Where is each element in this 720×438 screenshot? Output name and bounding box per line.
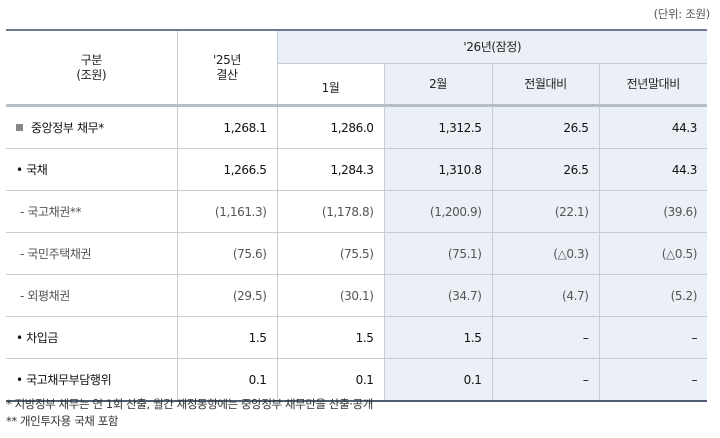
row-label-government-bonds: • 국채 <box>6 148 178 191</box>
cell: (30.1) <box>276 274 385 317</box>
row-label-central-debt: 중앙정부 채무* <box>6 105 178 149</box>
cell: (39.6) <box>598 190 708 233</box>
cell: 0.1 <box>276 358 385 402</box>
cell: (75.1) <box>383 232 493 275</box>
header-category: 구분 (조원) <box>6 29 178 107</box>
table-row: • 국고채무부담행위 0.1 0.1 0.1 – – <box>6 358 708 402</box>
cell: 1,266.5 <box>176 148 278 191</box>
cell: 0.1 <box>176 358 278 402</box>
central-government-debt-table: 구분 (조원) '25년 결산 '26년(잠정) 1월 2월 전월대비 전년말대… <box>6 29 708 402</box>
header-settle-line1: '25년 <box>212 52 241 67</box>
header-2025-settlement: '25년 결산 <box>176 29 278 107</box>
cell: (75.5) <box>276 232 385 275</box>
header-yoy-change: 전년말대비 <box>598 63 708 107</box>
cell: 1,312.5 <box>383 105 493 149</box>
row-label-treasury-obligations: • 국고채무부담행위 <box>6 358 178 402</box>
row-label-borrowings: • 차입금 <box>6 316 178 359</box>
table-row: • 차입금 1.5 1.5 1.5 – – <box>6 316 708 359</box>
cell: 1,286.0 <box>276 105 385 149</box>
cell: – <box>491 316 600 359</box>
cell: 1,310.8 <box>383 148 493 191</box>
cell: (5.2) <box>598 274 708 317</box>
header-mom-change: 전월대비 <box>491 63 600 107</box>
cell: (34.7) <box>383 274 493 317</box>
cell: (1,161.3) <box>176 190 278 233</box>
cell: 1.5 <box>383 316 493 359</box>
cell: 26.5 <box>491 148 600 191</box>
cell: (1,178.8) <box>276 190 385 233</box>
header-category-line2: (조원) <box>76 67 107 82</box>
cell: (22.1) <box>491 190 600 233</box>
cell: – <box>598 358 708 402</box>
header-feb: 2월 <box>383 63 493 107</box>
row-label-housing-bonds: - 국민주택채권 <box>6 232 178 275</box>
table-row: - 국민주택채권 (75.6) (75.5) (75.1) (△0.3) (△0… <box>6 232 708 275</box>
cell: 1.5 <box>276 316 385 359</box>
row-label-fx-stabilization-bonds: - 외평채권 <box>6 274 178 317</box>
header-category-line1: 구분 <box>80 52 103 67</box>
cell: 1,268.1 <box>176 105 278 149</box>
table-row: - 국고채권** (1,161.3) (1,178.8) (1,200.9) (… <box>6 190 708 233</box>
cell: 44.3 <box>598 105 708 149</box>
cell: 1,284.3 <box>276 148 385 191</box>
cell: – <box>491 358 600 402</box>
header-settle-line2: 결산 <box>216 67 238 82</box>
square-bullet-icon <box>16 124 23 131</box>
cell: (1,200.9) <box>383 190 493 233</box>
cell: (△0.5) <box>598 232 708 275</box>
footnote-2: ** 개인투자용 국채 포함 <box>6 414 119 428</box>
header-2026-provisional: '26년(잠정) <box>276 29 708 64</box>
cell: 44.3 <box>598 148 708 191</box>
header-jan: 1월 <box>277 63 385 107</box>
cell: (75.6) <box>176 232 278 275</box>
table-row: - 외평채권 (29.5) (30.1) (34.7) (4.7) (5.2) <box>6 274 708 317</box>
table-row: 중앙정부 채무* 1,268.1 1,286.0 1,312.5 26.5 44… <box>6 105 708 149</box>
cell: (4.7) <box>491 274 600 317</box>
cell: 0.1 <box>383 358 493 402</box>
cell: 26.5 <box>491 105 600 149</box>
cell: – <box>598 316 708 359</box>
footnote-1: * 지방정부 채무는 연 1회 산출, 월간 재정동향에는 중앙정부 채무만을 … <box>6 397 373 411</box>
row-label-treasury-bonds: - 국고채권** <box>6 190 178 233</box>
unit-label: (단위: 조원) <box>653 7 711 21</box>
cell: (29.5) <box>176 274 278 317</box>
cell: 1.5 <box>176 316 278 359</box>
table-row: • 국채 1,266.5 1,284.3 1,310.8 26.5 44.3 <box>6 148 708 191</box>
cell: (△0.3) <box>491 232 600 275</box>
